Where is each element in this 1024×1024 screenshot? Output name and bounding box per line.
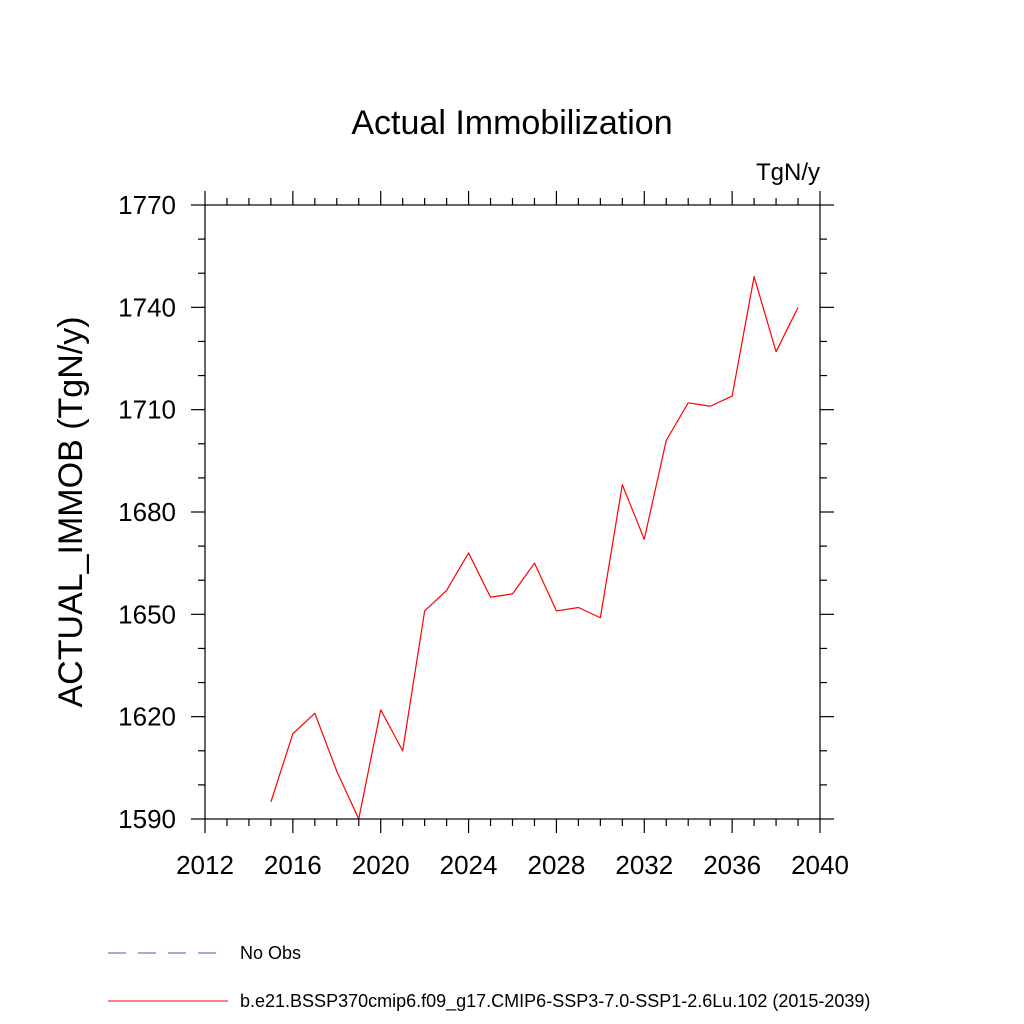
x-tick-label: 2024 [440,850,498,880]
axis-tick-labels: 2012 2016 2020 2024 2028 2032 2036 2040 1590 1620… [118,190,849,880]
y-tick-label: 1710 [118,395,176,425]
y-tick-label: 1770 [118,190,176,220]
y-tick-label: 1590 [118,804,176,834]
x-tick-label: 2032 [615,850,673,880]
x-tick-label: 2028 [528,850,586,880]
units-label: TgN/y [756,159,820,186]
y-tick-label: 1650 [118,599,176,629]
x-tick-label: 2040 [791,850,849,880]
x-tick-label: 2036 [703,850,761,880]
plot-frame [204,204,821,820]
legend: No Obs b.e21.BSSP370cmip6.f09_g17.CMIP6-S… [108,943,870,1012]
series-layer [270,276,799,820]
x-tick-label: 2020 [352,850,410,880]
chart-title: Actual Immobilization [351,104,672,142]
x-tick-label: 2012 [176,850,234,880]
y-tick-label: 1620 [118,702,176,732]
y-tick-label: 1740 [118,292,176,322]
axis-ticks [191,191,834,833]
legend-label: No Obs [240,943,301,963]
series-line [270,276,799,820]
x-tick-label: 2016 [264,850,322,880]
y-axis-label: ACTUAL_IMMOB (TgN/y) [52,316,90,707]
legend-label: b.e21.BSSP370cmip6.f09_g17.CMIP6-SSP3-7.… [240,991,870,1012]
y-tick-label: 1680 [118,497,176,527]
